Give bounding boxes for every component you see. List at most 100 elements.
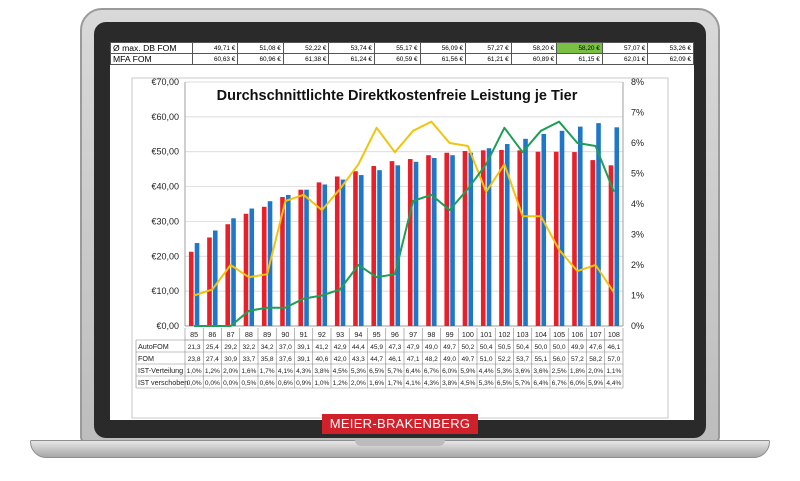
data-label: 46,1 (607, 344, 620, 351)
top-table: Ø max. DB FOM 49,71 €51,08 €52,22 €53,74 … (110, 42, 694, 65)
bar-fom (377, 170, 382, 326)
series-name: IST-Verteilung (138, 366, 183, 375)
data-label: 0,0% (205, 380, 220, 387)
data-label: 47,9 (407, 344, 420, 351)
bar-autofom (389, 161, 395, 326)
bar-autofom (243, 213, 249, 326)
data-label: 50,4 (480, 344, 493, 351)
x-tick-label: 107 (590, 330, 602, 339)
bar-fom (450, 155, 455, 326)
data-label: 3,8% (314, 368, 329, 375)
x-tick-label: 104 (535, 330, 547, 339)
data-label: 35,8 (261, 356, 274, 363)
y-right-tick-label: 5% (631, 169, 644, 179)
x-tick-label: 87 (227, 330, 235, 339)
bar-autofom (280, 197, 285, 326)
data-label: 4,3% (424, 380, 439, 387)
data-label: 1,7% (387, 380, 402, 387)
bar-autofom (353, 171, 358, 326)
bar-fom (340, 179, 346, 326)
x-tick-label: 98 (427, 330, 435, 339)
y-right-tick-label: 8% (631, 77, 644, 87)
data-label: 0,6% (278, 380, 293, 387)
bar-fom (322, 184, 328, 326)
y-left-tick-label: €20,00 (151, 251, 179, 261)
data-label: 49,9 (571, 344, 584, 351)
top-table-cell: 58,20 € (556, 42, 603, 54)
bar-autofom (407, 159, 413, 326)
data-label: 3,6% (533, 368, 548, 375)
bar-fom (523, 138, 528, 326)
y-right-tick-label: 3% (631, 230, 644, 240)
bar-autofom (535, 151, 541, 326)
x-tick-label: 101 (480, 330, 492, 339)
data-label: 45,9 (370, 344, 383, 351)
bar-autofom (188, 251, 194, 326)
x-tick-label: 94 (354, 330, 362, 339)
chart-title: Durchschnittlichte Direktkostenfreie Lei… (217, 88, 578, 104)
bar-fom (614, 127, 620, 326)
bar-fom (577, 126, 583, 326)
top-table-cell: 62,09 € (647, 53, 694, 65)
data-label: 4,5% (460, 380, 475, 387)
data-label: 49,0 (425, 344, 438, 351)
top-table-row: Ø max. DB FOM 49,71 €51,08 €52,22 €53,74 … (110, 42, 694, 54)
data-label: 39,1 (297, 356, 310, 363)
laptop-display: Ø max. DB FOM 49,71 €51,08 €52,22 €53,74 … (110, 42, 694, 420)
data-label: 1,2% (205, 368, 220, 375)
data-label: 0,9% (296, 380, 311, 387)
data-label: 53,7 (516, 356, 529, 363)
bar-fom (541, 133, 547, 326)
data-label: 1,6% (369, 380, 384, 387)
x-tick-label: 90 (281, 330, 289, 339)
data-label: 6,5% (497, 380, 512, 387)
y-right-tick-label: 2% (631, 260, 644, 270)
data-label: 2,5% (552, 368, 567, 375)
data-label: 1,6% (241, 368, 256, 375)
data-label: 44,4 (352, 344, 365, 351)
data-label: 34,2 (261, 344, 274, 351)
top-table-row: MFA FOM 60,63 €60,96 €61,38 €61,24 €60,59… (110, 53, 694, 65)
bar-fom (559, 130, 565, 326)
x-tick-label: 91 (300, 330, 308, 339)
top-table-cell: 61,21 € (465, 53, 512, 65)
bar-autofom (608, 165, 614, 326)
data-label: 37,0 (279, 344, 292, 351)
data-label: 46,1 (388, 356, 401, 363)
data-label: 49,7 (443, 344, 456, 351)
bar-autofom (444, 152, 450, 326)
data-label: 58,2 (589, 356, 602, 363)
data-label: 47,1 (407, 356, 420, 363)
y-left-tick-label: €0,00 (156, 321, 179, 331)
data-label: 5,7% (515, 380, 530, 387)
data-label: 51,0 (480, 356, 493, 363)
x-tick-label: 99 (446, 330, 454, 339)
y-right-tick-label: 1% (631, 291, 644, 301)
data-label: 0,5% (241, 380, 256, 387)
data-label: 0,0% (223, 380, 238, 387)
bar-autofom (572, 152, 577, 326)
data-label: 56,0 (553, 356, 566, 363)
data-label: 55,1 (534, 356, 547, 363)
y-left-tick-label: €30,00 (151, 216, 179, 226)
data-label: 2,0% (588, 368, 603, 375)
x-tick-label: 108 (608, 330, 620, 339)
bar-fom (304, 189, 309, 326)
data-label: 4,1% (406, 380, 421, 387)
bar-autofom (261, 206, 267, 326)
data-label: 39,1 (297, 344, 310, 351)
data-label: 50,5 (498, 344, 511, 351)
data-label: 40,6 (315, 356, 328, 363)
data-label: 29,2 (224, 344, 237, 351)
bar-autofom (499, 149, 504, 326)
data-label: 0,6% (260, 380, 275, 387)
data-label: 5,7% (387, 368, 402, 375)
bar-fom (504, 144, 510, 326)
x-tick-label: 89 (263, 330, 271, 339)
line-ist-verschoben (194, 120, 615, 327)
bar-autofom (480, 150, 486, 326)
data-label: 1,1% (606, 368, 621, 375)
data-label: 50,4 (516, 344, 529, 351)
bar-autofom (334, 176, 340, 326)
data-label: 27,4 (206, 356, 219, 363)
